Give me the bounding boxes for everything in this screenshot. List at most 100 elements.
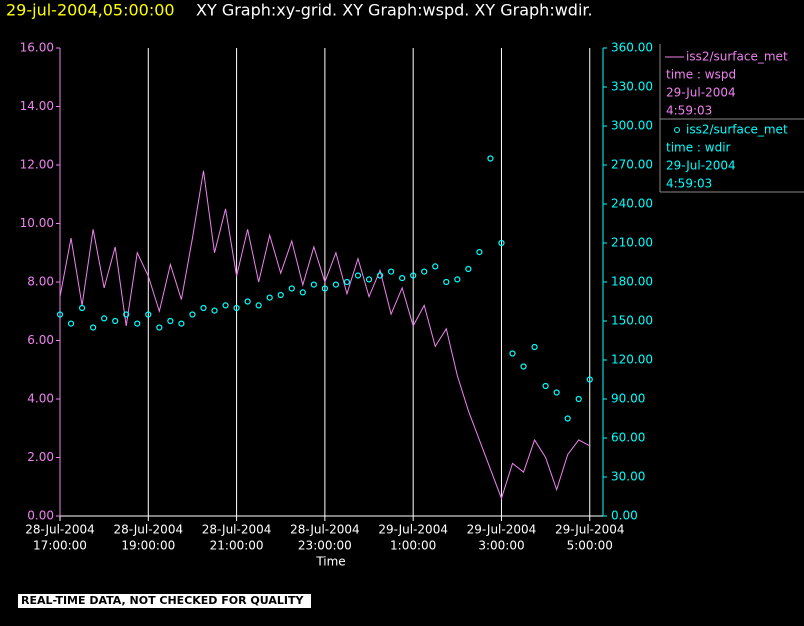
footer-box: [18, 594, 311, 608]
data-point: [200, 304, 207, 312]
x-tick-label: 21:00:00: [210, 539, 264, 553]
y-tick-label: 12.00: [20, 158, 54, 172]
data-point: [509, 350, 516, 357]
y-tick-label: 0.00: [27, 509, 54, 523]
x-tick-label: 23:00:00: [298, 539, 352, 553]
x-tick-label: 3:00:00: [478, 539, 524, 553]
x-tick-label: 17:00:00: [33, 539, 87, 553]
legend-time: 4:59:03: [666, 177, 712, 191]
x-tick-label: 29-Jul-2004: [555, 523, 625, 537]
data-point: [90, 324, 97, 331]
data-point: [465, 265, 472, 273]
legend-variable: time : wdir: [666, 141, 731, 155]
data-point: [531, 343, 538, 351]
data-point: [387, 268, 395, 275]
data-point: [299, 289, 306, 296]
data-point: [222, 302, 229, 309]
legend-time: 4:59:03: [666, 104, 712, 118]
data-point: [365, 276, 373, 283]
y2-tick-label: 300.00: [611, 119, 653, 133]
y-tick-label: 16.00: [20, 41, 54, 55]
x-tick-label: 28-Jul-2004: [25, 523, 95, 537]
data-point: [354, 272, 362, 279]
data-point: [575, 395, 582, 403]
data-point: [310, 281, 317, 288]
data-point: [156, 324, 163, 331]
title-time: 29-jul-2004,05:00:00: [6, 1, 175, 20]
legend-name: iss2/surface_met: [686, 50, 788, 64]
y2-tick-label: 270.00: [611, 158, 653, 172]
legend-marker: [674, 127, 680, 133]
data-point: [134, 320, 141, 327]
y2-tick-label: 90.00: [611, 392, 645, 406]
y-tick-label: 6.00: [27, 333, 54, 347]
y2-tick-label: 180.00: [611, 275, 653, 289]
data-point: [542, 382, 549, 390]
data-point: [520, 363, 527, 370]
y-tick-label: 4.00: [27, 392, 54, 406]
footer: REAL-TIME DATA, NOT CHECKED FOR QUALITY: [21, 594, 304, 607]
data-point: [343, 278, 351, 286]
y2-tick-label: 240.00: [611, 197, 653, 211]
data-point: [266, 294, 273, 301]
x-tick-label: 29-Jul-2004: [467, 523, 537, 537]
y2-tick-label: 360.00: [611, 41, 653, 55]
data-point: [244, 298, 251, 305]
data-point: [564, 415, 571, 422]
data-point: [321, 285, 328, 292]
y2-tick-label: 150.00: [611, 314, 653, 328]
data-point: [553, 389, 560, 396]
data-point: [432, 263, 439, 270]
data-point: [56, 311, 64, 318]
y2-tick-label: 30.00: [611, 470, 645, 484]
data-point: [399, 275, 406, 282]
x-tick-label: 28-Jul-2004: [113, 523, 183, 537]
y2-tick-label: 210.00: [611, 236, 653, 250]
data-point: [288, 285, 295, 292]
y-tick-label: 8.00: [27, 275, 54, 289]
legend-name: iss2/surface_met: [686, 123, 788, 137]
y-tick-label: 10.00: [20, 216, 54, 230]
x-tick-label: 28-Jul-2004: [202, 523, 272, 537]
y2-tick-label: 0.00: [611, 509, 638, 523]
data-point: [67, 320, 75, 327]
data-point: [586, 376, 593, 383]
x-axis-label: Time: [315, 555, 345, 569]
legend-date: 29-Jul-2004: [666, 86, 736, 100]
data-point: [189, 311, 196, 318]
y2-tick-label: 120.00: [611, 353, 653, 367]
data-point: [476, 249, 483, 256]
legend-date: 29-Jul-2004: [666, 159, 736, 173]
data-point: [211, 307, 218, 314]
y-tick-label: 2.00: [27, 450, 54, 464]
x-tick-label: 28-Jul-2004: [290, 523, 360, 537]
data-point: [123, 311, 130, 318]
data-line: [59, 170, 590, 500]
data-point: [167, 317, 174, 325]
data-point: [421, 268, 428, 275]
data-point: [112, 317, 119, 325]
data-point: [145, 311, 152, 318]
data-point: [376, 272, 384, 279]
data-point: [277, 291, 284, 299]
y-tick-label: 14.00: [20, 99, 54, 113]
data-point: [178, 320, 185, 327]
data-point: [255, 302, 262, 309]
data-point: [454, 276, 461, 283]
data-point: [78, 304, 86, 312]
data-point: [101, 315, 108, 322]
chart-title: XY Graph:xy-grid. XY Graph:wspd. XY Grap…: [196, 1, 593, 20]
data-point: [233, 304, 240, 312]
data-point: [498, 239, 505, 247]
legend-variable: time : wspd: [666, 68, 736, 82]
data-point: [487, 155, 494, 162]
y2-tick-label: 330.00: [611, 80, 653, 94]
x-tick-label: 19:00:00: [121, 539, 175, 553]
x-tick-label: 5:00:00: [567, 539, 613, 553]
data-point: [332, 281, 340, 288]
data-point: [410, 272, 417, 279]
y2-tick-label: 60.00: [611, 431, 645, 445]
x-tick-label: 29-Jul-2004: [378, 523, 448, 537]
